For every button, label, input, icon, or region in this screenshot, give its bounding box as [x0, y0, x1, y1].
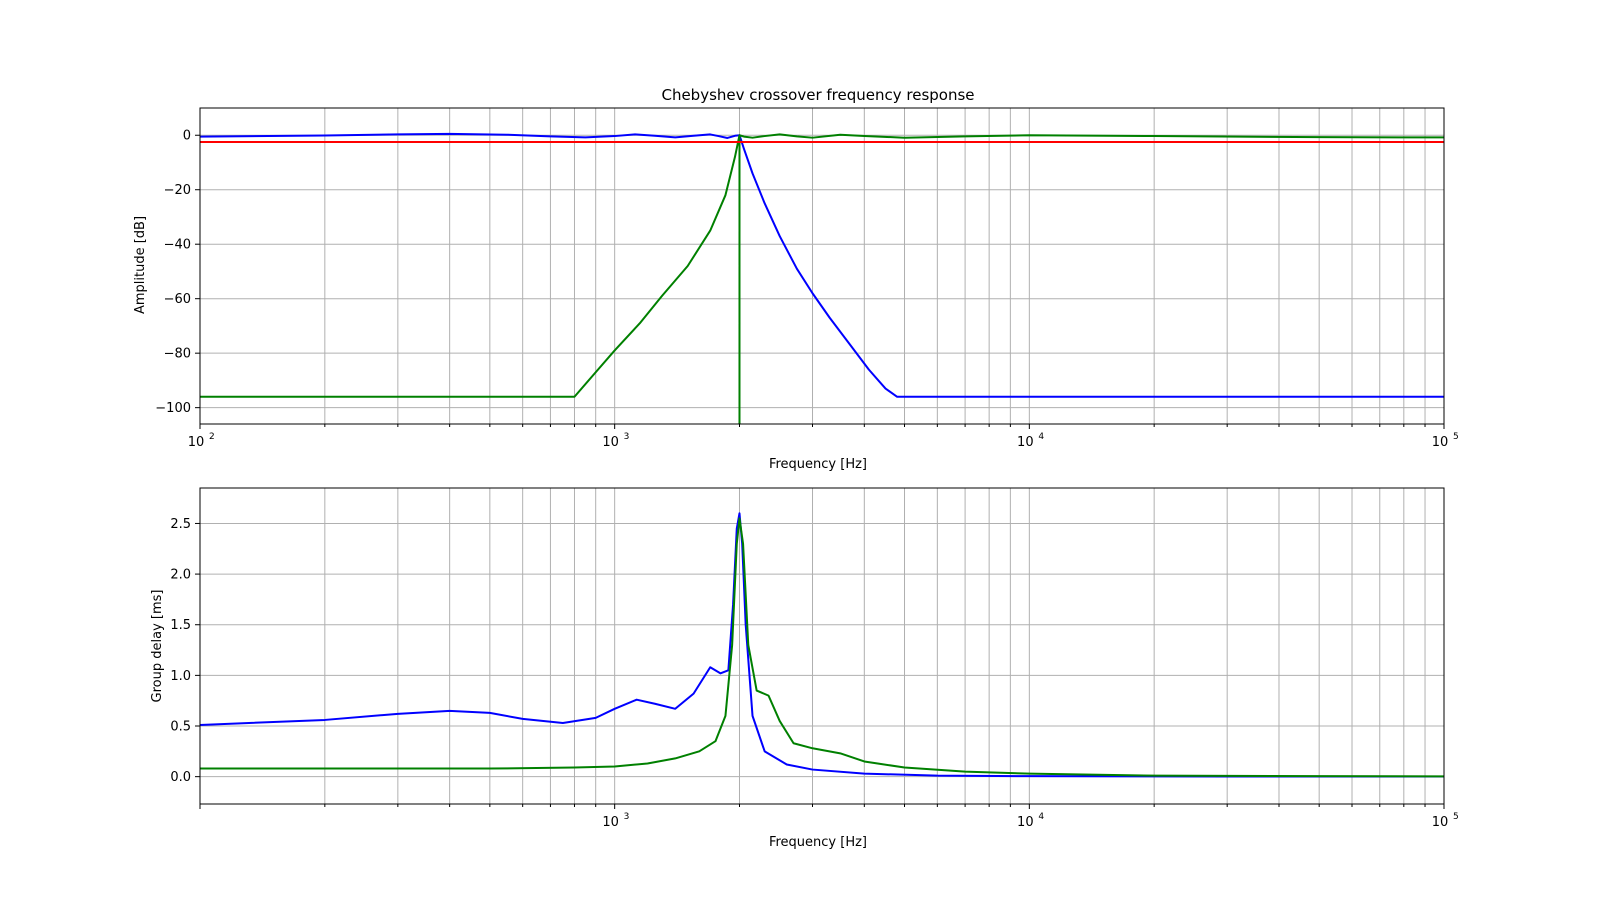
group-delay-y-tick-label: 1.0 [170, 669, 191, 684]
amplitude-y-tick-label: −100 [155, 401, 191, 416]
group-delay-plot: 0.0 0.5 1.0 1.5 2.0 2.5 10 3 10 4 10 5 Frequency [H… [150, 487, 1459, 850]
group-delay-x-tick-exponent: 3 [624, 812, 630, 822]
amplitude-series [200, 132, 1444, 424]
amplitude-y-axis-label: Amplitude [dB] [133, 216, 148, 314]
amplitude-grid [199, 108, 1445, 424]
amplitude-axes-frame [199, 107, 1445, 425]
amplitude-y-tick-label: 0 [183, 129, 191, 144]
group-delay-y-tick-label: 2.5 [170, 517, 191, 532]
amplitude-y-tick-label: −20 [164, 183, 191, 198]
amplitude-x-tick-exponent: 2 [209, 432, 215, 442]
amplitude-x-tick-label: 10 [1017, 435, 1034, 450]
group-delay-series-green-line [200, 517, 1444, 778]
amplitude-x-tick-label: 10 [1432, 435, 1449, 450]
group-delay-x-tick-exponent: 4 [1038, 812, 1044, 822]
group-delay-x-tick-label: 10 [1432, 815, 1449, 830]
amplitude-x-tick-label: 10 [602, 435, 619, 450]
group-delay-y-tick-label: 2.0 [170, 568, 191, 583]
amplitude-ticks: 0 −20 −40 −60 −80 −100 10 2 10 3 10 4 10 5 [155, 129, 1458, 450]
amplitude-x-tick-label: 10 [188, 435, 205, 450]
amplitude-x-tick-exponent: 3 [624, 432, 630, 442]
amplitude-x-axis-label: Frequency [Hz] [769, 457, 867, 472]
amplitude-series-green-line [200, 133, 1444, 424]
group-delay-axes-frame [199, 487, 1445, 805]
group-delay-x-axis-label: Frequency [Hz] [769, 835, 867, 850]
group-delay-x-tick-label: 10 [1017, 815, 1034, 830]
amplitude-y-tick-label: −80 [164, 347, 191, 362]
amplitude-plot: 0 −20 −40 −60 −80 −100 10 2 10 3 10 4 10 5 Chebyshev … [133, 86, 1459, 472]
amplitude-y-tick-label: −40 [164, 238, 191, 253]
chart-title: Chebyshev crossover frequency response [661, 86, 974, 104]
group-delay-ticks: 0.0 0.5 1.0 1.5 2.0 2.5 10 3 10 4 10 5 [170, 517, 1458, 830]
group-delay-x-tick-label: 10 [602, 815, 619, 830]
amplitude-x-tick-exponent: 5 [1453, 432, 1459, 442]
group-delay-x-tick-exponent: 5 [1453, 812, 1459, 822]
amplitude-y-tick-label: −60 [164, 292, 191, 307]
group-delay-y-tick-label: 0.5 [170, 720, 191, 735]
group-delay-series [200, 512, 1444, 778]
group-delay-y-tick-label: 1.5 [170, 618, 191, 633]
group-delay-y-tick-label: 0.0 [170, 770, 191, 785]
amplitude-x-tick-exponent: 4 [1038, 432, 1044, 442]
group-delay-grid [199, 488, 1445, 804]
group-delay-series-blue-line [200, 512, 1444, 778]
group-delay-y-axis-label: Group delay [ms] [150, 590, 165, 703]
amplitude-series-blue-line [200, 132, 1444, 398]
